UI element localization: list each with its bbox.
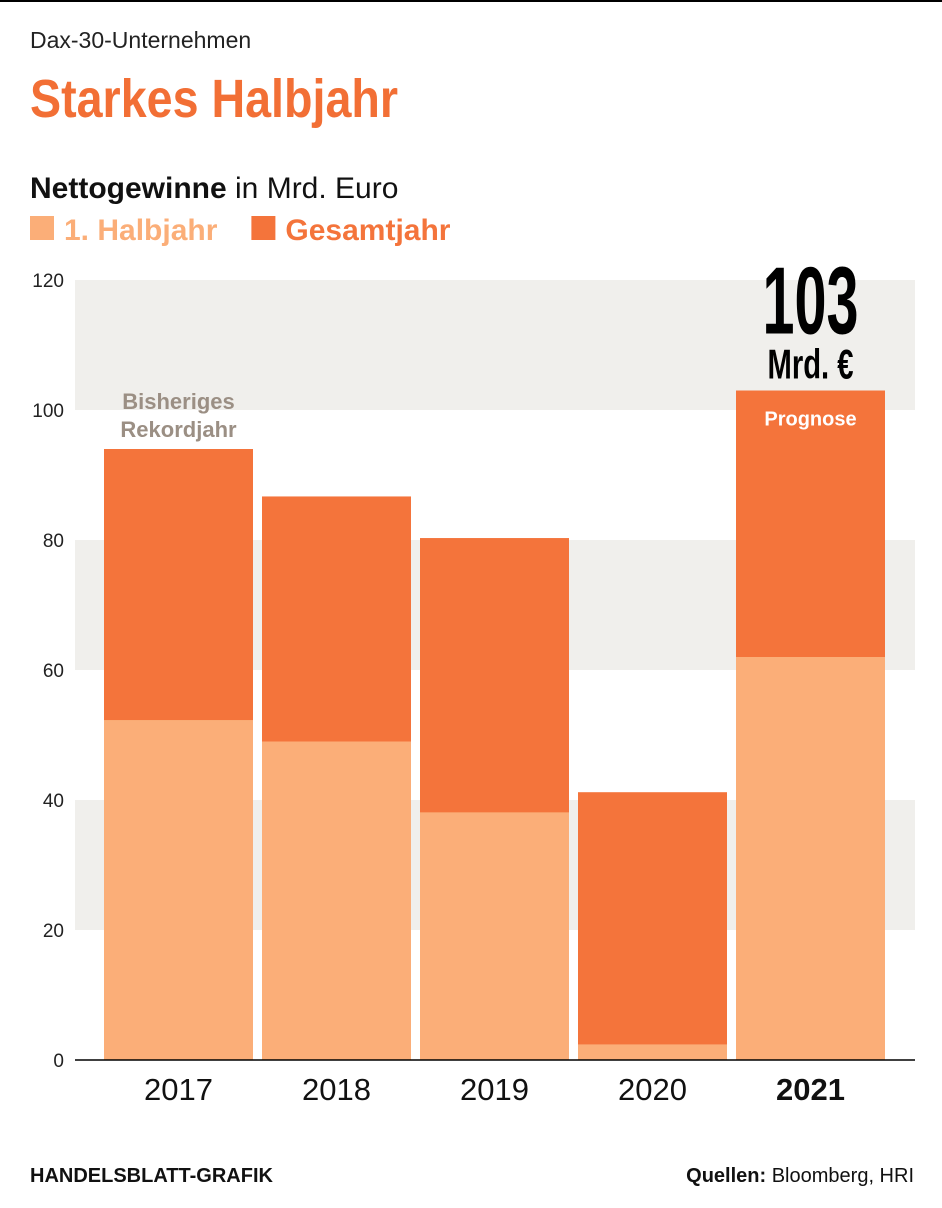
source: Quellen: Bloomberg, HRI	[686, 1165, 914, 1187]
value-unit: Mrd. €	[768, 341, 854, 388]
y-label: Nettogewinne	[30, 172, 227, 205]
y-tick-label: 80	[43, 531, 64, 552]
x-tick-label: 2018	[302, 1072, 371, 1107]
x-tick-label: 2017	[144, 1072, 213, 1107]
y-tick-label: 20	[43, 921, 64, 942]
y-tick-label: 0	[53, 1051, 64, 1072]
bar	[420, 812, 569, 1060]
credit: HANDELSBLATT-GRAFIK	[30, 1165, 273, 1187]
legend-swatch	[30, 216, 54, 240]
source-label: Quellen:	[686, 1165, 766, 1187]
axis-title: Nettogewinne in Mrd. Euro	[30, 172, 398, 205]
legend-label: 1. Halbjahr	[64, 214, 218, 247]
x-tick-label: 2020	[618, 1072, 687, 1107]
annotation: Rekordjahr	[120, 417, 237, 442]
annotation: Bisheriges	[122, 389, 235, 414]
x-tick-label: 2021	[776, 1072, 845, 1107]
chart-title: Starkes Halbjahr	[30, 69, 398, 129]
y-tick-label: 120	[32, 271, 64, 292]
source-text: Bloomberg, HRI	[772, 1165, 914, 1187]
annotation: Prognose	[764, 409, 856, 431]
bar	[578, 1044, 727, 1060]
legend-label: Gesamtjahr	[285, 214, 450, 247]
bar	[262, 741, 411, 1060]
plot: 1. Halbjahr Gesamtjahr 0 20 40 60 80 100 120 2017…	[30, 214, 915, 1107]
x-tick-label: 2019	[460, 1072, 529, 1107]
bar	[736, 657, 885, 1060]
bar	[104, 720, 253, 1060]
legend-swatch	[251, 216, 276, 240]
grid-band	[75, 280, 915, 410]
value-label: 103	[763, 248, 859, 355]
y-unit: in Mrd. Euro	[235, 172, 398, 205]
kicker: Dax-30-Unternehmen	[30, 27, 251, 53]
y-tick-label: 100	[32, 401, 64, 422]
top-rule	[0, 0, 942, 2]
y-tick-label: 40	[43, 791, 64, 812]
bar	[578, 792, 727, 1060]
y-tick-label: 60	[43, 661, 64, 682]
